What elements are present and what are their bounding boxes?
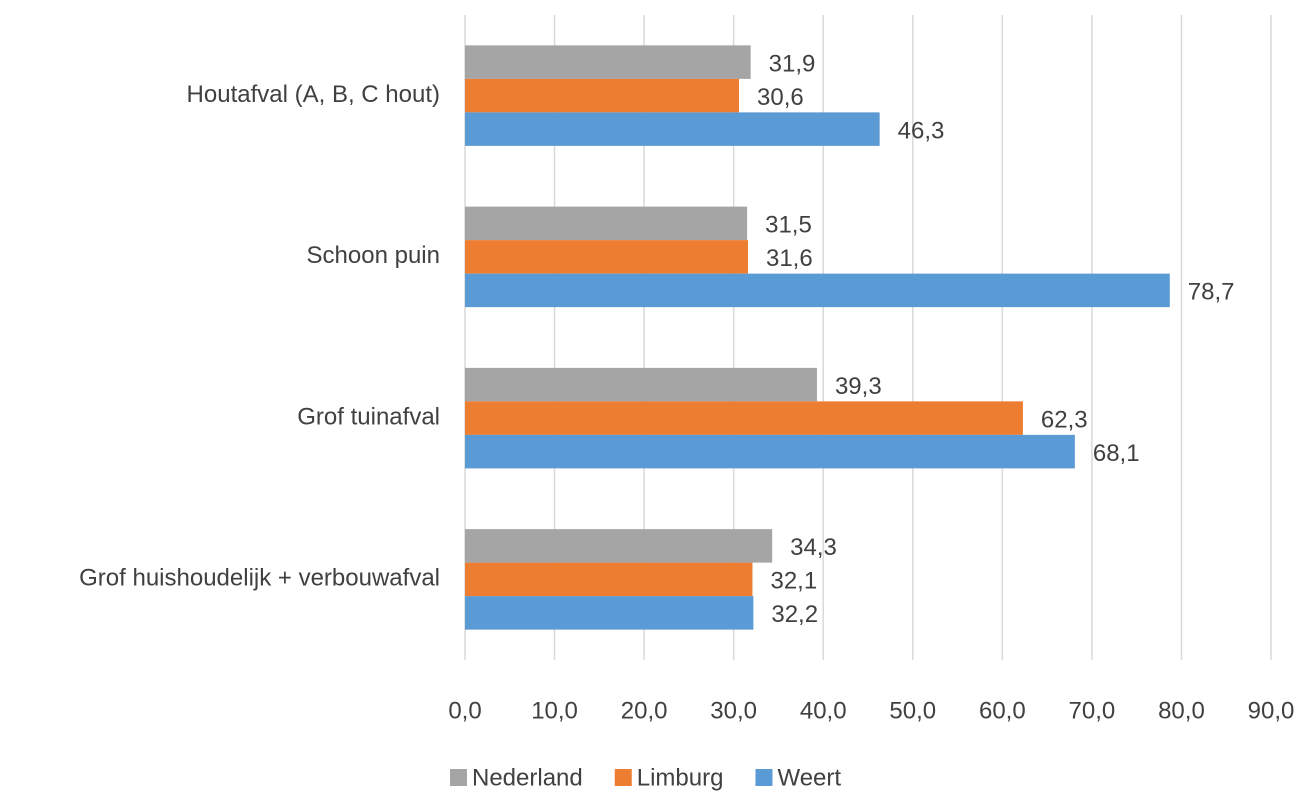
bar <box>465 562 753 597</box>
bar <box>465 112 880 146</box>
value-label: 34,3 <box>790 534 837 561</box>
value-label: 30,6 <box>757 84 804 111</box>
bar <box>465 529 773 563</box>
x-tick-label: 20,0 <box>621 697 668 724</box>
value-label: 31,9 <box>769 50 816 77</box>
legend-swatch <box>450 769 467 786</box>
y-tick-label: Grof huishoudelijk + verbouwafval <box>79 565 440 592</box>
value-label: 32,2 <box>771 601 818 628</box>
y-tick-label: Houtafval (A, B, C hout) <box>187 81 440 108</box>
value-label: 68,1 <box>1093 440 1140 467</box>
bar <box>465 45 751 79</box>
x-tick-label: 10,0 <box>531 697 578 724</box>
x-tick-label: 70,0 <box>1069 697 1116 724</box>
x-tick-label: 0,0 <box>448 697 481 724</box>
x-tick-label: 40,0 <box>800 697 847 724</box>
y-tick-label: Grof tuinafval <box>297 403 440 430</box>
x-tick-label: 30,0 <box>710 697 757 724</box>
legend-swatch <box>755 769 773 786</box>
bar <box>465 434 1075 469</box>
y-tick-label: Schoon puin <box>307 242 440 269</box>
bar <box>465 206 748 241</box>
legend-label: Limburg <box>637 764 724 791</box>
x-tick-label: 50,0 <box>889 697 936 724</box>
bar <box>465 240 748 274</box>
value-label: 32,1 <box>770 568 817 595</box>
x-tick-label: 90,0 <box>1248 697 1295 724</box>
value-label: 46,3 <box>898 117 945 144</box>
value-label: 31,5 <box>765 212 812 239</box>
legend-swatch <box>614 769 632 786</box>
x-tick-label: 60,0 <box>979 697 1026 724</box>
value-label: 62,3 <box>1041 406 1088 433</box>
bar <box>465 273 1170 308</box>
bar <box>465 596 754 630</box>
value-label: 78,7 <box>1188 279 1235 306</box>
legend-label: Nederland <box>472 764 583 791</box>
value-label: 31,6 <box>766 245 813 272</box>
bar <box>465 367 817 402</box>
bar <box>465 78 740 113</box>
legend-label: Weert <box>777 764 841 791</box>
value-label: 39,3 <box>835 373 882 400</box>
bar <box>465 401 1023 435</box>
x-tick-label: 80,0 <box>1158 697 1205 724</box>
